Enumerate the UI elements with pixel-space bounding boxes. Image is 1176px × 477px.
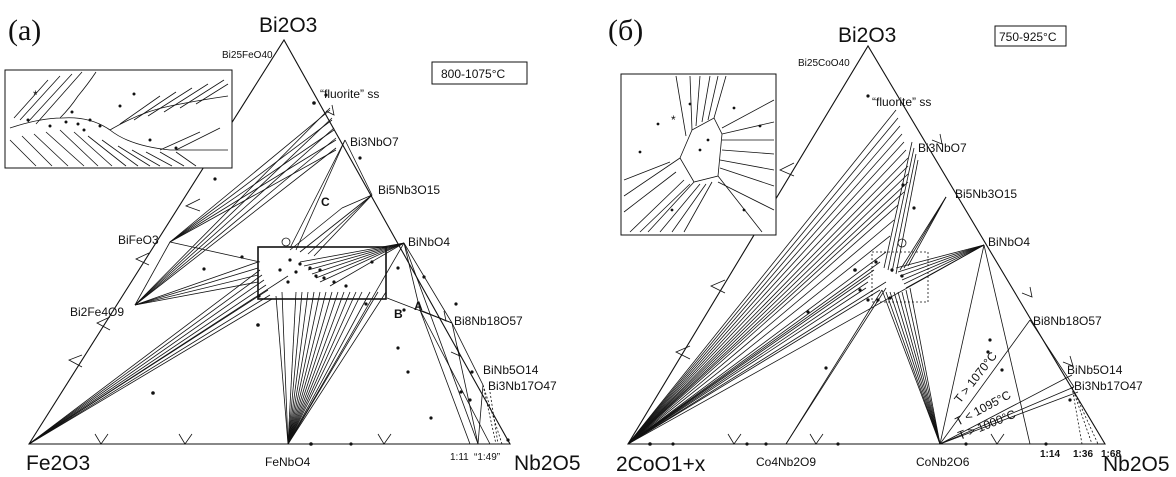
panel-a-vertex-left: Fe2O3 <box>26 452 90 475</box>
panel-b-ratio-1-36: 1:36 <box>1073 449 1093 460</box>
panel-b-temp-box <box>994 25 1067 47</box>
panel-b-ratio-1-68: 1:68 <box>1101 449 1121 460</box>
panel-a-edge-ticks <box>68 104 461 445</box>
panel-b-label: (б) <box>608 14 643 47</box>
panel-a-ratio-1-11: 1:11 <box>450 452 469 463</box>
panel-b: (б) <box>608 14 1170 476</box>
panel-a-ratio-1-49: “1:49” <box>474 452 500 463</box>
panel-a-data-points <box>151 93 510 446</box>
panel-b-zoom-box <box>871 251 929 303</box>
panel-a: (а) <box>4 14 581 475</box>
panel-b-vertex-left: 2CoO1+x <box>616 453 706 476</box>
panel-a-phase-bi25feo40: Bi25FeO40 <box>222 50 273 61</box>
panel-a-triangle <box>28 38 511 445</box>
panel-a-inset-asterisk: * <box>33 88 38 102</box>
panel-b-inset-points <box>638 102 762 212</box>
panel-a-phase-fluorite: “fluorite” ss <box>320 87 379 101</box>
panel-b-bottom-co4nb2o9: Co4Nb2O9 <box>756 455 816 469</box>
panel-a-phase-binb5o14: BiNb5O14 <box>483 363 539 377</box>
panel-b-vertex-top: Bi2O3 <box>838 24 896 47</box>
panel-a-inset-lines <box>9 71 229 167</box>
panel-a-tie-lines <box>28 107 503 445</box>
panel-a-phase-bi8nb18o57: Bi8Nb18O57 <box>454 314 523 328</box>
panel-b-data-points <box>648 94 1072 446</box>
panel-b-triangle <box>627 44 1106 445</box>
panel-a-zoom-box <box>257 246 387 300</box>
panel-b-phase-bi5nb3o15: Bi5Nb3O15 <box>955 187 1017 201</box>
panel-b-phase-binbo4: BiNbO4 <box>988 235 1030 249</box>
panel-b-inset-asterisk: * <box>671 113 676 127</box>
panel-b-phase-fluorite: “fluorite” ss <box>872 95 931 109</box>
panel-b-vertex-right: Nb2O5 <box>1103 453 1170 476</box>
panel-a-vertex-right: Nb2O5 <box>514 452 581 475</box>
panel-b-ratio-1-14: 1:14 <box>1040 449 1060 460</box>
panel-a-phase-bifeo3: BiFeO3 <box>118 233 159 247</box>
panel-b-tie-lines <box>627 109 1099 445</box>
panel-a-temp-label: 800-1075°C <box>441 67 506 81</box>
panel-a-inset-points <box>26 92 178 150</box>
panel-a-bottom-mid: FeNbO4 <box>265 455 311 469</box>
panel-a-temp-box <box>431 61 528 85</box>
panel-b-inset <box>620 73 777 236</box>
panel-a-phase-bi3nb17o47: Bi3Nb17O47 <box>488 379 557 393</box>
panel-b-phase-bi25coo40: Bi25CoO40 <box>798 58 850 69</box>
panel-a-point-a: A <box>414 299 423 313</box>
panel-a-phase-bi5nb3o15: Bi5Nb3O15 <box>378 183 440 197</box>
panel-a-point-b: B <box>394 307 403 321</box>
panel-a-vertex-top: Bi2O3 <box>259 14 317 37</box>
panel-b-phase-binb5o14: BiNb5O14 <box>1067 363 1123 377</box>
panel-b-edge-ticks <box>675 133 1074 445</box>
panel-a-label: (а) <box>8 14 41 47</box>
panel-b-phase-bi8nb18o57: Bi8Nb18O57 <box>1033 314 1102 328</box>
panel-a-phase-bi3nbo7: Bi3NbO7 <box>350 135 399 149</box>
panel-b-circle-marker <box>897 238 907 248</box>
panel-b-phase-bi3nb17o47: Bi3Nb17O47 <box>1074 379 1143 393</box>
panel-b-bottom-conb2o6: CoNb2O6 <box>916 455 970 469</box>
panel-a-phase-bi2fe4o9: Bi2Fe4O9 <box>70 305 124 319</box>
panel-b-inset-lines <box>623 75 775 233</box>
panel-b-phase-bi3nbo7: Bi3NbO7 <box>918 141 967 155</box>
panel-b-temp-label: 750-925°C <box>999 30 1057 44</box>
panel-a-phase-binbo4: BiNbO4 <box>408 235 450 249</box>
panel-a-circle-marker <box>281 237 291 247</box>
panel-a-point-c: C <box>321 195 330 209</box>
